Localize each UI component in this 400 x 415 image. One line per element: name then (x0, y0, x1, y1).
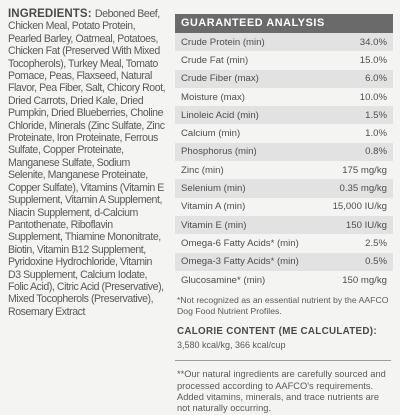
nutrient-label: Omega-3 Fatty Acids* (min) (181, 256, 299, 268)
nutrient-value: 0.8% (365, 146, 387, 158)
nutrient-value: 150 IU/kg (345, 219, 387, 231)
nutrient-value: 15,000 IU/kg (332, 201, 387, 213)
nutrient-label: Glucosamine* (min) (181, 274, 266, 286)
natural-ingredients-note: **Our natural ingredients are carefully … (177, 369, 386, 414)
nutrient-label: Vitamin E (min) (181, 219, 247, 231)
analysis-row: Omega-6 Fatty Acids* (min) 2.5% (175, 234, 393, 253)
analysis-row: Vitamin A (min) 15,000 IU/kg (175, 197, 393, 216)
analysis-row: Glucosamine* (min) 150 mg/kg (175, 270, 393, 290)
nutrient-value: 0.5% (365, 256, 387, 268)
nutrient-value: 6.0% (365, 73, 387, 85)
nutrient-label: Zinc (min) (181, 164, 224, 176)
nutrition-label: INGREDIENTS: Deboned Beef, Chicken Meal,… (8, 8, 393, 413)
nutrient-value: 150 mg/kg (342, 274, 387, 286)
analysis-row: Omega-3 Fatty Acids* (min) 0.5% (175, 252, 393, 271)
nutrient-label: Crude Protein (min) (181, 36, 265, 48)
analysis-row: Linoleic Acid (min) 1.5% (175, 106, 393, 125)
calorie-content-value: 3,580 kcal/kg, 366 kcal/cup (177, 340, 286, 351)
analysis-row: Vitamin E (min) 150 IU/kg (175, 215, 393, 235)
analysis-row: Crude Fiber (max) 6.0% (175, 69, 393, 88)
ingredients-panel: INGREDIENTS: Deboned Beef, Chicken Meal,… (8, 8, 166, 318)
guaranteed-analysis-panel: GUARANTEED ANALYSIS Crude Protein (min) 3… (175, 14, 393, 415)
analysis-row: Calcium (min) 1.0% (175, 124, 393, 143)
nutrient-label: Linoleic Acid (min) (181, 109, 259, 121)
guaranteed-analysis-title: GUARANTEED ANALYSIS (175, 14, 393, 33)
nutrient-value: 175 mg/kg (342, 164, 387, 176)
analysis-row: Moisture (max) 10.0% (175, 87, 393, 107)
nutrient-value: 10.0% (359, 91, 387, 103)
analysis-row: Crude Fat (min) 15.0% (175, 51, 393, 70)
nutrient-label: Calcium (min) (181, 128, 241, 140)
nutrient-label: Vitamin A (min) (181, 201, 246, 213)
aafco-footnote: *Not recognized as an essential nutrient… (177, 295, 389, 317)
calorie-content-title: CALORIE CONTENT (ME CALCULATED): (177, 326, 377, 338)
section-divider (175, 360, 391, 362)
nutrient-label: Crude Fat (min) (181, 54, 249, 66)
ingredients-heading: INGREDIENTS: (8, 8, 95, 20)
nutrient-label: Crude Fiber (max) (181, 73, 259, 85)
ingredients-list: Deboned Beef, Chicken Meal, Potato Prote… (8, 8, 166, 318)
nutrient-value: 2.5% (365, 237, 387, 249)
nutrient-value: 1.5% (365, 109, 387, 121)
analysis-row: Zinc (min) 175 mg/kg (175, 161, 393, 180)
nutrient-value: 15.0% (359, 54, 387, 66)
nutrient-value: 34.0% (359, 36, 387, 48)
nutrient-label: Moisture (max) (181, 91, 245, 103)
nutrient-label: Selenium (min) (181, 183, 246, 195)
nutrient-value: 0.35 mg/kg (339, 183, 387, 195)
nutrient-value: 1.0% (365, 128, 387, 140)
analysis-table: Crude Protein (min) 34.0% Crude Fat (min)… (175, 33, 393, 290)
nutrient-label: Omega-6 Fatty Acids* (min) (181, 237, 299, 249)
analysis-row: Phosphorus (min) 0.8% (175, 142, 393, 162)
nutrient-label: Phosphorus (min) (181, 146, 257, 158)
analysis-row: Crude Protein (min) 34.0% (175, 33, 393, 52)
analysis-row: Selenium (min) 0.35 mg/kg (175, 179, 393, 198)
